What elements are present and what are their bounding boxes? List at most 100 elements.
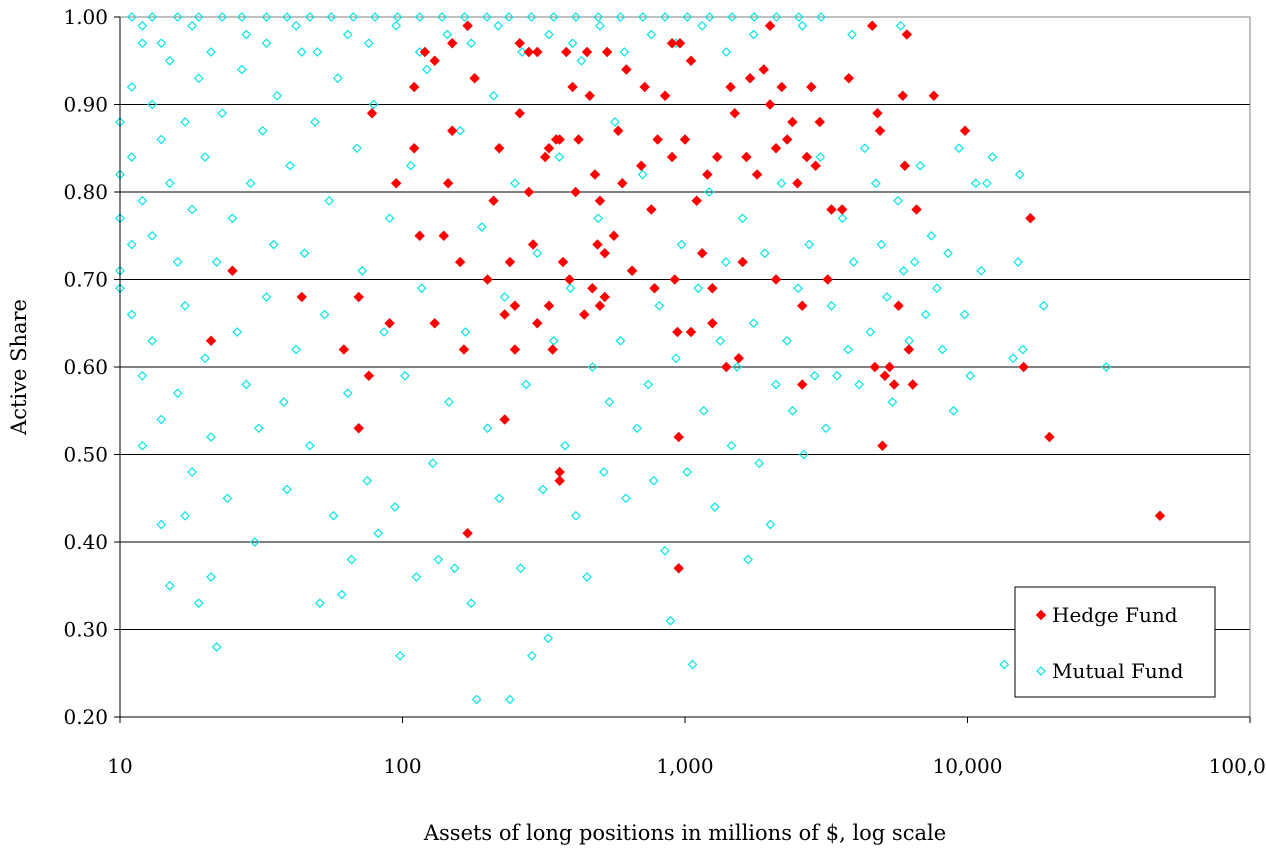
mutual-fund-point xyxy=(517,47,527,57)
mutual-fund-point xyxy=(587,362,598,372)
mutual-fund-point xyxy=(843,344,853,355)
mutual-fund-point xyxy=(804,239,815,250)
mutual-fund-point xyxy=(126,239,137,250)
hedge-fund-point xyxy=(499,414,510,425)
hedge-fund-point xyxy=(679,134,691,145)
mutual-fund-point xyxy=(937,344,948,355)
mutual-fund-point xyxy=(615,335,626,346)
mutual-fund-point xyxy=(771,12,782,22)
hedge-fund-point xyxy=(729,108,740,119)
mutual-fund-point xyxy=(865,327,876,337)
mutual-fund-point xyxy=(882,292,892,302)
mutual-fund-point xyxy=(576,55,587,66)
mutual-fund-point xyxy=(156,519,167,530)
legend-hedge-fund-label: Hedge Fund xyxy=(1052,603,1178,627)
hedge-fund-point xyxy=(442,178,454,189)
mutual-fund-point xyxy=(759,248,770,259)
mutual-fund-point xyxy=(411,572,422,582)
mutual-fund-point xyxy=(648,475,659,486)
hedge-fund-point xyxy=(691,195,702,206)
hedge-fund-point xyxy=(685,55,697,66)
hedge-fund-point xyxy=(751,169,763,180)
x-tick-label: 10,000 xyxy=(933,754,1003,778)
mutual-fund-point xyxy=(610,117,620,127)
hedge-fund-point xyxy=(792,178,803,189)
mutual-fund-point xyxy=(687,659,698,670)
mutual-fund-point xyxy=(147,335,158,346)
hedge-fund-point xyxy=(579,309,590,320)
mutual-fund-point xyxy=(1008,353,1018,364)
mutual-fund-point xyxy=(272,90,283,101)
mutual-fund-point xyxy=(455,125,466,136)
mutual-fund-point xyxy=(999,659,1010,670)
mutual-fund-point xyxy=(909,257,920,267)
hedge-fund-point xyxy=(1025,213,1036,224)
mutual-fund-point xyxy=(459,12,470,22)
hedge-fund-point xyxy=(366,108,378,119)
mutual-fund-point xyxy=(164,55,175,66)
mutual-fund-point xyxy=(749,12,760,22)
mutual-fund-point xyxy=(200,353,210,364)
mutual-fund-point xyxy=(787,405,798,416)
mutual-fund-point xyxy=(848,257,859,267)
mutual-fund-point xyxy=(368,99,379,110)
mutual-fund-point xyxy=(126,152,137,162)
hedge-fund-point xyxy=(888,379,900,390)
hedge-fund-point xyxy=(764,99,776,110)
x-axis: 10 100 1,000 10,000 100,000 xyxy=(107,716,1266,778)
y-tick-label: 0.40 xyxy=(63,530,108,554)
mutual-fund-point xyxy=(305,12,315,22)
mutual-fund-point xyxy=(291,344,301,355)
mutual-fund-point xyxy=(442,29,453,40)
hedge-fund-point xyxy=(797,379,808,390)
mutual-fund-point xyxy=(816,12,826,22)
mutual-fund-point xyxy=(632,423,642,434)
x-tick-label: 100,000 xyxy=(1209,754,1266,778)
x-tick-label: 100 xyxy=(383,754,421,778)
mutual-fund-point xyxy=(870,178,881,189)
hedge-fund-point xyxy=(561,46,572,58)
mutual-fund-point xyxy=(682,467,692,477)
hedge-fund-point xyxy=(564,274,575,285)
hedge-fund-point xyxy=(482,274,493,285)
mutual-fund-point xyxy=(237,12,247,22)
mutual-fund-point xyxy=(671,353,681,364)
hedge-fund-point xyxy=(707,318,718,329)
mutual-fund-point xyxy=(732,362,742,372)
x-tick-label: 10 xyxy=(107,754,132,778)
hedge-fund-series xyxy=(205,20,1166,574)
mutual-fund-point xyxy=(460,327,471,337)
hedge-fund-point xyxy=(1044,431,1055,443)
hedge-fund-point xyxy=(702,169,713,180)
mutual-fund-point xyxy=(200,152,210,162)
hedge-fund-point xyxy=(836,204,848,215)
mutual-fund-point xyxy=(444,397,454,407)
hedge-fund-point xyxy=(462,528,473,539)
mutual-fund-point xyxy=(526,12,537,22)
hedge-fund-point xyxy=(907,379,918,390)
hedge-fund-point xyxy=(494,143,505,154)
hedge-fund-point xyxy=(741,151,752,163)
mutual-fund-point xyxy=(257,125,268,136)
mutual-fund-point xyxy=(948,405,959,416)
hedge-fund-point xyxy=(787,116,798,128)
mutual-fund-point xyxy=(797,20,808,31)
mutual-fund-point xyxy=(193,598,204,609)
mutual-fund-point xyxy=(776,178,787,189)
mutual-fund-point xyxy=(187,20,197,31)
mutual-fund-point xyxy=(737,213,748,224)
mutual-fund-point xyxy=(332,73,343,84)
hedge-fund-point xyxy=(408,143,420,154)
mutual-fund-point xyxy=(660,545,670,556)
hedge-fund-point xyxy=(725,81,736,93)
mutual-fund-point xyxy=(665,615,676,626)
legend-mutual-fund-marker xyxy=(1036,666,1046,676)
mutual-fund-point xyxy=(821,423,831,434)
hedge-fund-point xyxy=(338,344,350,355)
hedge-fund-point xyxy=(547,344,558,355)
mutual-fund-point xyxy=(328,510,339,521)
mutual-fund-point xyxy=(245,178,256,189)
mutual-fund-point xyxy=(637,12,648,22)
mutual-fund-point xyxy=(193,73,204,84)
